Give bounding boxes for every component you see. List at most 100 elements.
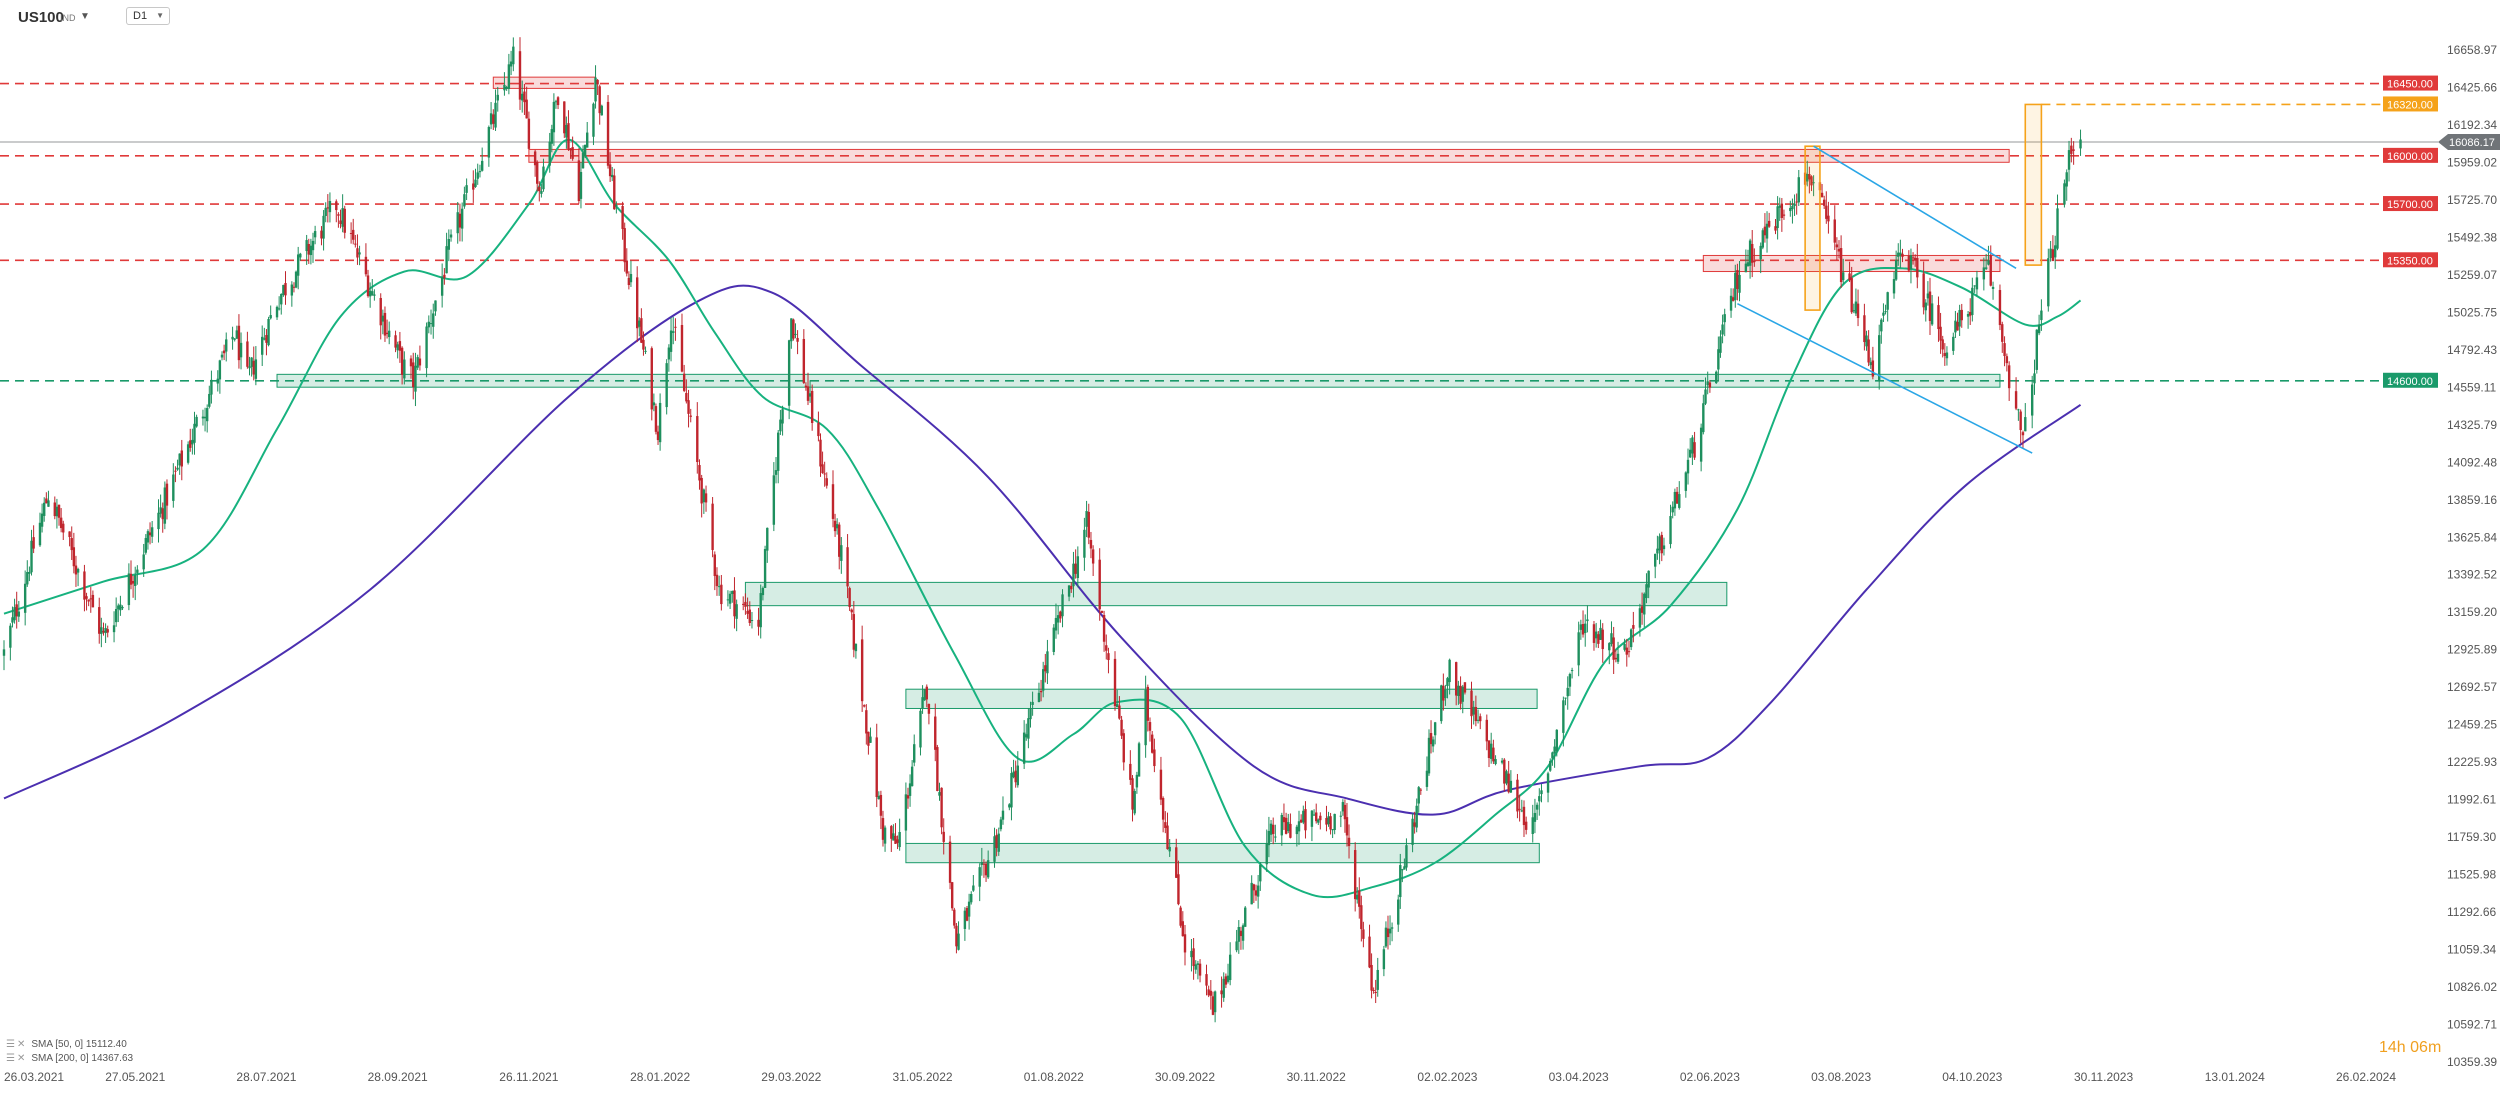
date-tick-label: 30.11.2023: [2074, 1070, 2133, 1084]
candle: [750, 611, 754, 629]
candle: [629, 260, 633, 287]
symbol-name[interactable]: US100: [18, 9, 64, 26]
candle: [339, 209, 342, 229]
candle: [518, 37, 522, 110]
candle-body: [57, 504, 61, 518]
candle: [400, 346, 404, 385]
candle: [763, 545, 767, 588]
price-tick-label: 10359.39: [2447, 1055, 2497, 1069]
candle: [379, 293, 382, 340]
price-tick-label: 16658.97: [2447, 43, 2497, 57]
candle: [1054, 603, 1058, 639]
candle-body: [503, 84, 506, 91]
candle-body: [720, 584, 723, 605]
candle: [326, 194, 330, 223]
candle-body: [642, 339, 645, 350]
candle: [1440, 684, 1443, 724]
candle: [208, 385, 211, 409]
candle: [1884, 304, 1887, 315]
candle: [1531, 804, 1534, 843]
candle: [1839, 235, 1843, 288]
price-tick-label: 11525.98: [2447, 868, 2496, 882]
candle: [1592, 621, 1596, 651]
time-axis[interactable]: 26.03.2021 27.05.2021 28.07.2021 28.09.2021…: [4, 1070, 2396, 1084]
candle-body: [948, 841, 952, 883]
settings-icon[interactable]: ☰✕: [6, 1053, 28, 1064]
candle: [23, 570, 27, 626]
candle: [972, 875, 975, 892]
candle-body: [621, 206, 624, 229]
candle: [1333, 813, 1336, 835]
candle-body: [2070, 145, 2073, 154]
candle: [354, 234, 357, 248]
candle-body: [87, 599, 90, 602]
candle-body: [518, 51, 522, 100]
candle: [1629, 628, 1633, 651]
candle-body: [1916, 258, 1919, 278]
candle: [366, 269, 370, 298]
timeframe-select[interactable]: D1 ▼: [126, 7, 170, 25]
candle-body: [150, 527, 154, 537]
candle: [704, 485, 708, 512]
candle: [11, 606, 14, 628]
candle: [1100, 610, 1104, 614]
candle: [1540, 784, 1543, 803]
level-label: 16320.00: [2387, 99, 2433, 111]
candle: [774, 457, 778, 484]
candle: [993, 827, 996, 868]
candle-body: [248, 366, 251, 369]
symbol-dropdown-icon[interactable]: ▼: [80, 11, 90, 22]
candle-body: [30, 540, 33, 573]
candle: [1907, 250, 1911, 273]
candle-body: [997, 833, 1000, 852]
candle-body: [1820, 192, 1824, 198]
candle: [1827, 201, 1830, 234]
candle: [713, 551, 716, 591]
candle: [1684, 471, 1688, 498]
settings-icon[interactable]: ☰✕: [6, 1039, 28, 1050]
candle: [509, 50, 513, 76]
price-axis[interactable]: 16658.97 16425.66 16192.34 15959.02 15725.70…: [2447, 43, 2497, 1069]
candle: [1723, 308, 1726, 337]
candle: [1343, 799, 1347, 833]
candle-body: [1312, 814, 1316, 816]
candle: [237, 314, 241, 369]
candle: [1759, 242, 1762, 274]
candle-body: [172, 474, 175, 501]
candle-body: [1405, 845, 1408, 868]
candle: [1689, 438, 1692, 458]
candle: [1444, 684, 1447, 706]
candle: [1810, 175, 1813, 192]
candle-body: [208, 393, 211, 407]
candle: [938, 782, 941, 801]
candle-body: [1102, 615, 1106, 642]
candle-body: [70, 538, 73, 551]
candle-body: [1654, 553, 1657, 567]
legend-sma200[interactable]: ☰✕ SMA [200, 0] 14367.63: [6, 1053, 133, 1064]
candle-body: [700, 477, 703, 504]
candle: [1022, 720, 1026, 770]
candle-body: [672, 331, 675, 333]
candle: [2021, 430, 2025, 449]
candle-body: [1684, 472, 1688, 491]
candle-body: [292, 286, 296, 288]
candle-body: [1177, 874, 1180, 905]
candle: [68, 531, 71, 547]
candle-body: [704, 493, 708, 503]
legend-sma50[interactable]: ☰✕ SMA [50, 0] 15112.40: [6, 1039, 127, 1050]
candle: [1871, 346, 1875, 380]
candle-body: [1867, 339, 1870, 363]
price-tick-label: 11759.30: [2447, 830, 2496, 844]
candle: [1159, 756, 1163, 806]
candle-body: [1987, 260, 1990, 265]
candle: [1793, 194, 1796, 216]
candle: [1909, 248, 1913, 284]
candle-body: [1403, 866, 1406, 870]
candle-body: [1146, 686, 1150, 721]
candle: [91, 590, 95, 608]
date-tick-label: 26.03.2021: [4, 1070, 64, 1084]
candle-body: [269, 315, 272, 319]
candle: [1669, 504, 1672, 549]
candle: [1625, 638, 1628, 667]
